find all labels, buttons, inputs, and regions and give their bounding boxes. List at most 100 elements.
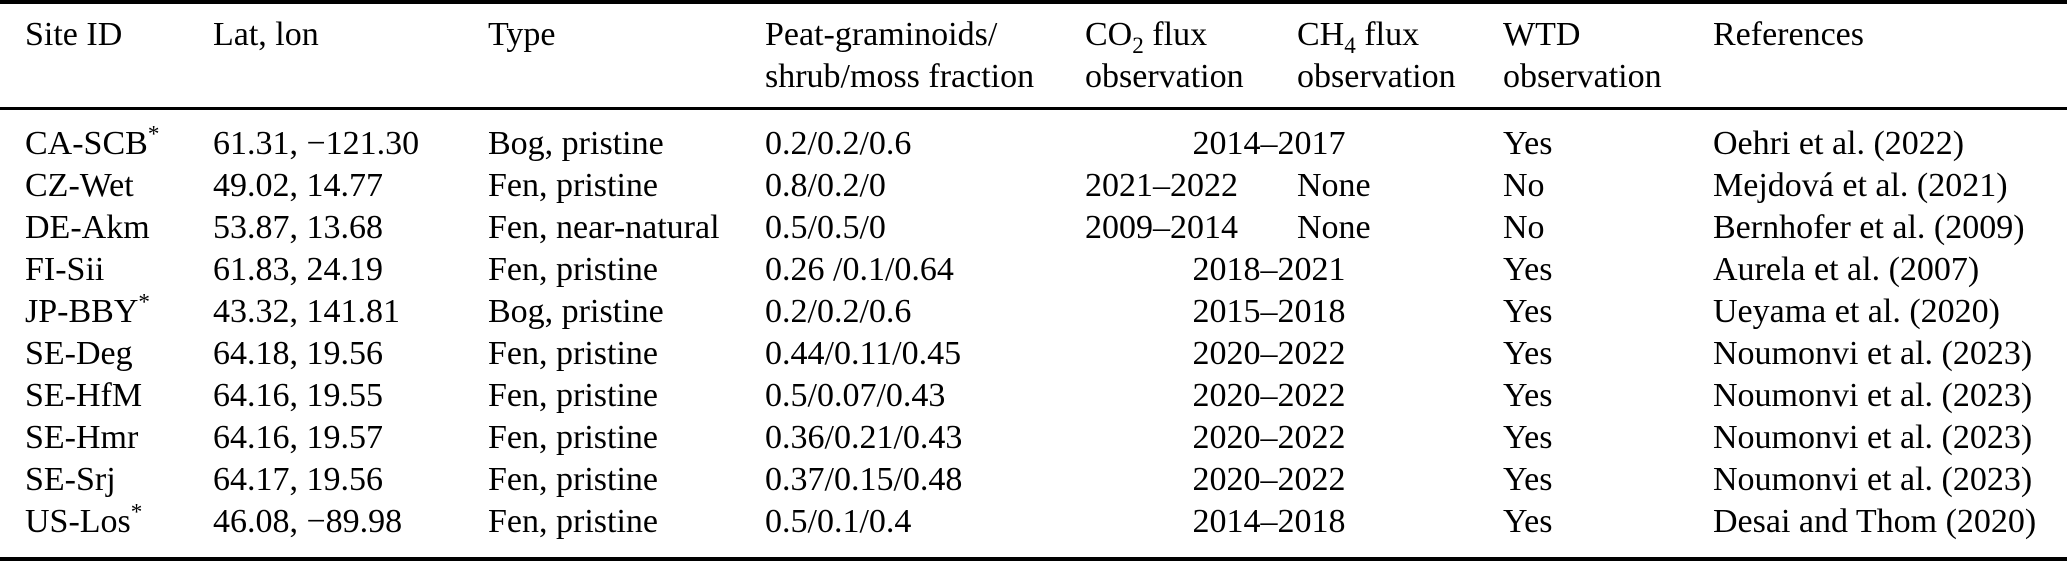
cell-type: Fen, pristine — [488, 167, 658, 204]
cell-site-id: CA-SCB* — [0, 110, 188, 165]
cell-wtd-observation: No — [1503, 167, 1545, 204]
co2-label-suffix: flux — [1143, 16, 1208, 53]
table-row: FI-Sii 61.83, 24.19 Fen, pristine 0.26 /… — [0, 249, 2067, 291]
cell-lat-lon: 53.87, 13.68 — [213, 209, 383, 246]
cell-lat-lon: 61.83, 24.19 — [213, 251, 383, 288]
site-id-text: DE-Akm — [25, 209, 150, 246]
cell-flux-observation-period: 2018–2021 — [1192, 251, 1346, 288]
table-row: SE-Srj 64.17, 19.56 Fen, pristine 0.37/0… — [0, 459, 2067, 501]
table-row: SE-Hmr 64.16, 19.57 Fen, pristine 0.36/0… — [0, 417, 2067, 459]
cell-type: Bog, pristine — [488, 293, 664, 330]
cell-wtd-observation: Yes — [1503, 125, 1553, 162]
cell-site-id: SE-Hmr — [0, 417, 188, 459]
cell-wtd-observation: Yes — [1503, 377, 1553, 414]
site-id-text: SE-Hmr — [25, 419, 139, 456]
cell-flux-observation-period: 2020–2022 — [1192, 461, 1346, 498]
cell-type: Fen, near-natural — [488, 209, 720, 246]
cell-peat-fraction: 0.37/0.15/0.48 — [765, 461, 963, 498]
cell-wtd-observation: No — [1503, 209, 1545, 246]
cell-wtd-observation: Yes — [1503, 251, 1553, 288]
col-header-lat-lon: Lat, lon — [188, 4, 463, 110]
cell-references: Oehri et al. (2022) — [1713, 125, 1965, 162]
cell-peat-fraction: 0.36/0.21/0.43 — [765, 419, 963, 456]
cell-references: Bernhofer et al. (2009) — [1713, 209, 2025, 246]
table-row: JP-BBY* 43.32, 141.81 Bog, pristine 0.2/… — [0, 291, 2067, 333]
cell-site-id: US-Los* — [0, 501, 188, 557]
cell-type: Fen, pristine — [488, 251, 658, 288]
col-header-wtd: WTD observation — [1478, 4, 1688, 110]
cell-wtd-observation: Yes — [1503, 419, 1553, 456]
cell-flux-observation-period: 2020–2022 — [1192, 419, 1346, 456]
ch4-header-line2: observation — [1297, 58, 1456, 95]
cell-references: Noumonvi et al. (2023) — [1713, 335, 2033, 372]
cell-type: Fen, pristine — [488, 503, 658, 540]
cell-peat-fraction: 0.5/0.07/0.43 — [765, 377, 946, 414]
col-header-type: Type — [463, 4, 740, 110]
cell-references: Mejdová et al. (2021) — [1713, 167, 2008, 204]
site-star-marker: * — [138, 289, 150, 316]
ch4-label-suffix: flux — [1355, 16, 1420, 53]
cell-flux-observation-period: 2015–2018 — [1192, 293, 1346, 330]
cell-site-id: CZ-Wet — [0, 165, 188, 207]
site-id-text: FI-Sii — [25, 251, 105, 288]
cell-peat-fraction: 0.2/0.2/0.6 — [765, 125, 912, 162]
cell-co2-observation-period: 2021–2022 — [1085, 167, 1238, 204]
cell-references: Noumonvi et al. (2023) — [1713, 377, 2033, 414]
cell-site-id: FI-Sii — [0, 249, 188, 291]
cell-flux-observation-period: 2020–2022 — [1192, 377, 1346, 414]
cell-peat-fraction: 0.26 /0.1/0.64 — [765, 251, 954, 288]
cell-lat-lon: 64.16, 19.55 — [213, 377, 383, 414]
cell-flux-observation-period: 2014–2017 — [1192, 125, 1346, 162]
site-star-marker: * — [130, 499, 143, 526]
cell-site-id: DE-Akm — [0, 207, 188, 249]
co2-subscript: 2 — [1132, 32, 1144, 59]
col-header-references: References — [1688, 4, 2067, 110]
ch4-subscript: 4 — [1344, 32, 1356, 59]
peat-header-line1: Peat-graminoids/ — [765, 16, 998, 53]
cell-peat-fraction: 0.44/0.11/0.45 — [765, 335, 962, 372]
ch4-label: CH — [1297, 16, 1345, 53]
cell-site-id: JP-BBY* — [0, 291, 188, 333]
cell-lat-lon: 43.32, 141.81 — [213, 293, 400, 330]
site-id-text: SE-HfM — [25, 377, 143, 414]
cell-ch4-observation-period: None — [1297, 167, 1371, 204]
cell-wtd-observation: Yes — [1503, 335, 1553, 372]
col-header-co2-flux: CO2 flux observation — [1060, 4, 1272, 110]
cell-references: Aurela et al. (2007) — [1713, 251, 1980, 288]
cell-lat-lon: 49.02, 14.77 — [213, 167, 383, 204]
table-row: DE-Akm 53.87, 13.68 Fen, near-natural 0.… — [0, 207, 2067, 249]
cell-references: Desai and Thom (2020) — [1713, 503, 2037, 540]
cell-type: Fen, pristine — [488, 419, 658, 456]
cell-lat-lon: 64.18, 19.56 — [213, 335, 383, 372]
cell-site-id: SE-HfM — [0, 375, 188, 417]
cell-references: Noumonvi et al. (2023) — [1713, 419, 2033, 456]
cell-lat-lon: 64.17, 19.56 — [213, 461, 383, 498]
table-row: CA-SCB* 61.31, −121.30 Bog, pristine 0.2… — [0, 110, 2067, 165]
co2-label: CO — [1085, 16, 1133, 53]
cell-references: Ueyama et al. (2020) — [1713, 293, 2000, 330]
cell-type: Bog, pristine — [488, 125, 664, 162]
co2-header-line2: observation — [1085, 58, 1244, 95]
table-row: SE-Deg 64.18, 19.56 Fen, pristine 0.44/0… — [0, 333, 2067, 375]
site-id-text: CZ-Wet — [25, 167, 134, 204]
cell-peat-fraction: 0.5/0.5/0 — [765, 209, 886, 246]
cell-wtd-observation: Yes — [1503, 461, 1553, 498]
site-id-text: SE-Deg — [25, 335, 133, 372]
cell-wtd-observation: Yes — [1503, 293, 1553, 330]
cell-references: Noumonvi et al. (2023) — [1713, 461, 2033, 498]
cell-flux-observation-period: 2020–2022 — [1192, 335, 1346, 372]
cell-flux-observation-period: 2014–2018 — [1192, 503, 1346, 540]
cell-lat-lon: 46.08, −89.98 — [213, 503, 403, 540]
col-header-peat-fraction: Peat-graminoids/shrub/moss fraction — [740, 4, 1060, 110]
cell-ch4-observation-period: None — [1297, 209, 1371, 246]
site-star-marker: * — [147, 121, 160, 148]
cell-lat-lon: 64.16, 19.57 — [213, 419, 383, 456]
col-header-ch4-flux: CH4 flux observation — [1272, 4, 1478, 110]
site-id-text: JP-BBY — [25, 293, 139, 330]
peat-header-line2: shrub/moss fraction — [765, 58, 1035, 95]
cell-site-id: SE-Deg — [0, 333, 188, 375]
site-id-text: US-Los — [25, 503, 131, 540]
cell-site-id: SE-Srj — [0, 459, 188, 501]
site-id-text: SE-Srj — [25, 461, 116, 498]
